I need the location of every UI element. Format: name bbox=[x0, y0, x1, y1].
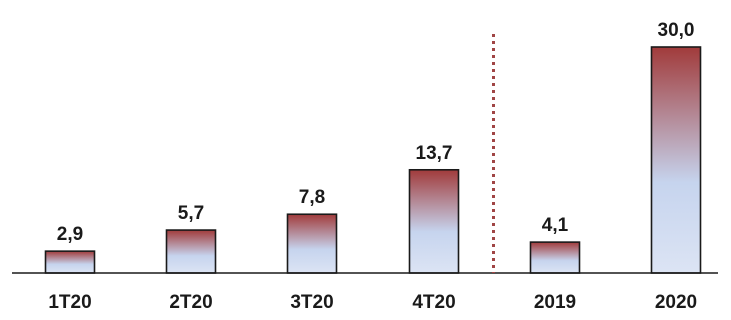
bar-3T20 bbox=[286, 213, 338, 274]
bar-2020 bbox=[650, 46, 702, 274]
value-label-2019: 4,1 bbox=[542, 215, 569, 236]
value-label-3T20: 7,8 bbox=[299, 187, 325, 208]
value-label-2T20: 5,7 bbox=[178, 203, 204, 224]
value-labels-group: 2,9 5,7 7,8 13,7 4,1 30,0 bbox=[57, 20, 695, 245]
x-tick-label-3T20: 3T20 bbox=[290, 292, 333, 313]
value-label-2020: 30,0 bbox=[658, 20, 695, 41]
bar-4T20 bbox=[408, 168, 460, 274]
bar-1T20 bbox=[44, 250, 96, 274]
bars-group bbox=[44, 46, 702, 274]
bar-2T20 bbox=[165, 229, 217, 274]
bar-2019 bbox=[529, 241, 581, 274]
value-label-4T20: 13,7 bbox=[416, 143, 453, 164]
x-tick-label-2T20: 2T20 bbox=[169, 292, 212, 313]
x-tick-label-1T20: 1T20 bbox=[48, 292, 91, 313]
x-tick-labels-group: 1T20 2T20 3T20 4T20 2019 2020 bbox=[48, 292, 697, 313]
x-tick-label-2020: 2020 bbox=[655, 292, 697, 313]
x-tick-label-2019: 2019 bbox=[534, 292, 576, 313]
x-tick-label-4T20: 4T20 bbox=[412, 292, 455, 313]
value-label-1T20: 2,9 bbox=[57, 224, 83, 245]
